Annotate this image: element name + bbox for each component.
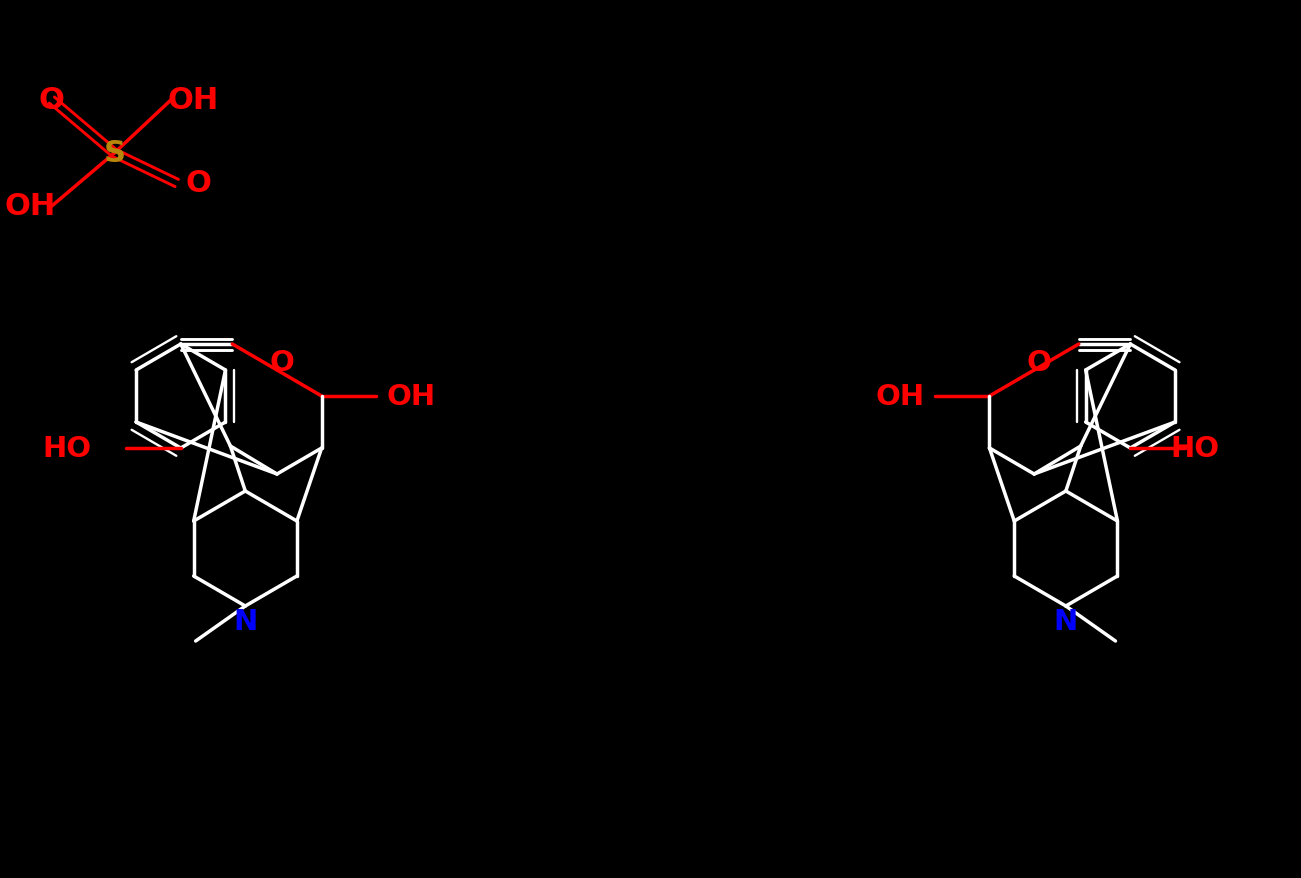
Text: N: N bbox=[1054, 608, 1079, 636]
Text: OH: OH bbox=[4, 192, 56, 221]
Text: O: O bbox=[186, 169, 212, 198]
Text: HO: HO bbox=[43, 435, 91, 463]
Text: O: O bbox=[39, 86, 65, 115]
Text: O: O bbox=[1026, 349, 1051, 377]
Text: OH: OH bbox=[167, 86, 219, 115]
Text: N: N bbox=[233, 608, 258, 636]
Text: OH: OH bbox=[876, 383, 925, 411]
Text: OH: OH bbox=[386, 383, 436, 411]
Text: O: O bbox=[269, 349, 294, 377]
Text: HO: HO bbox=[1171, 435, 1219, 463]
Text: S: S bbox=[103, 140, 125, 169]
